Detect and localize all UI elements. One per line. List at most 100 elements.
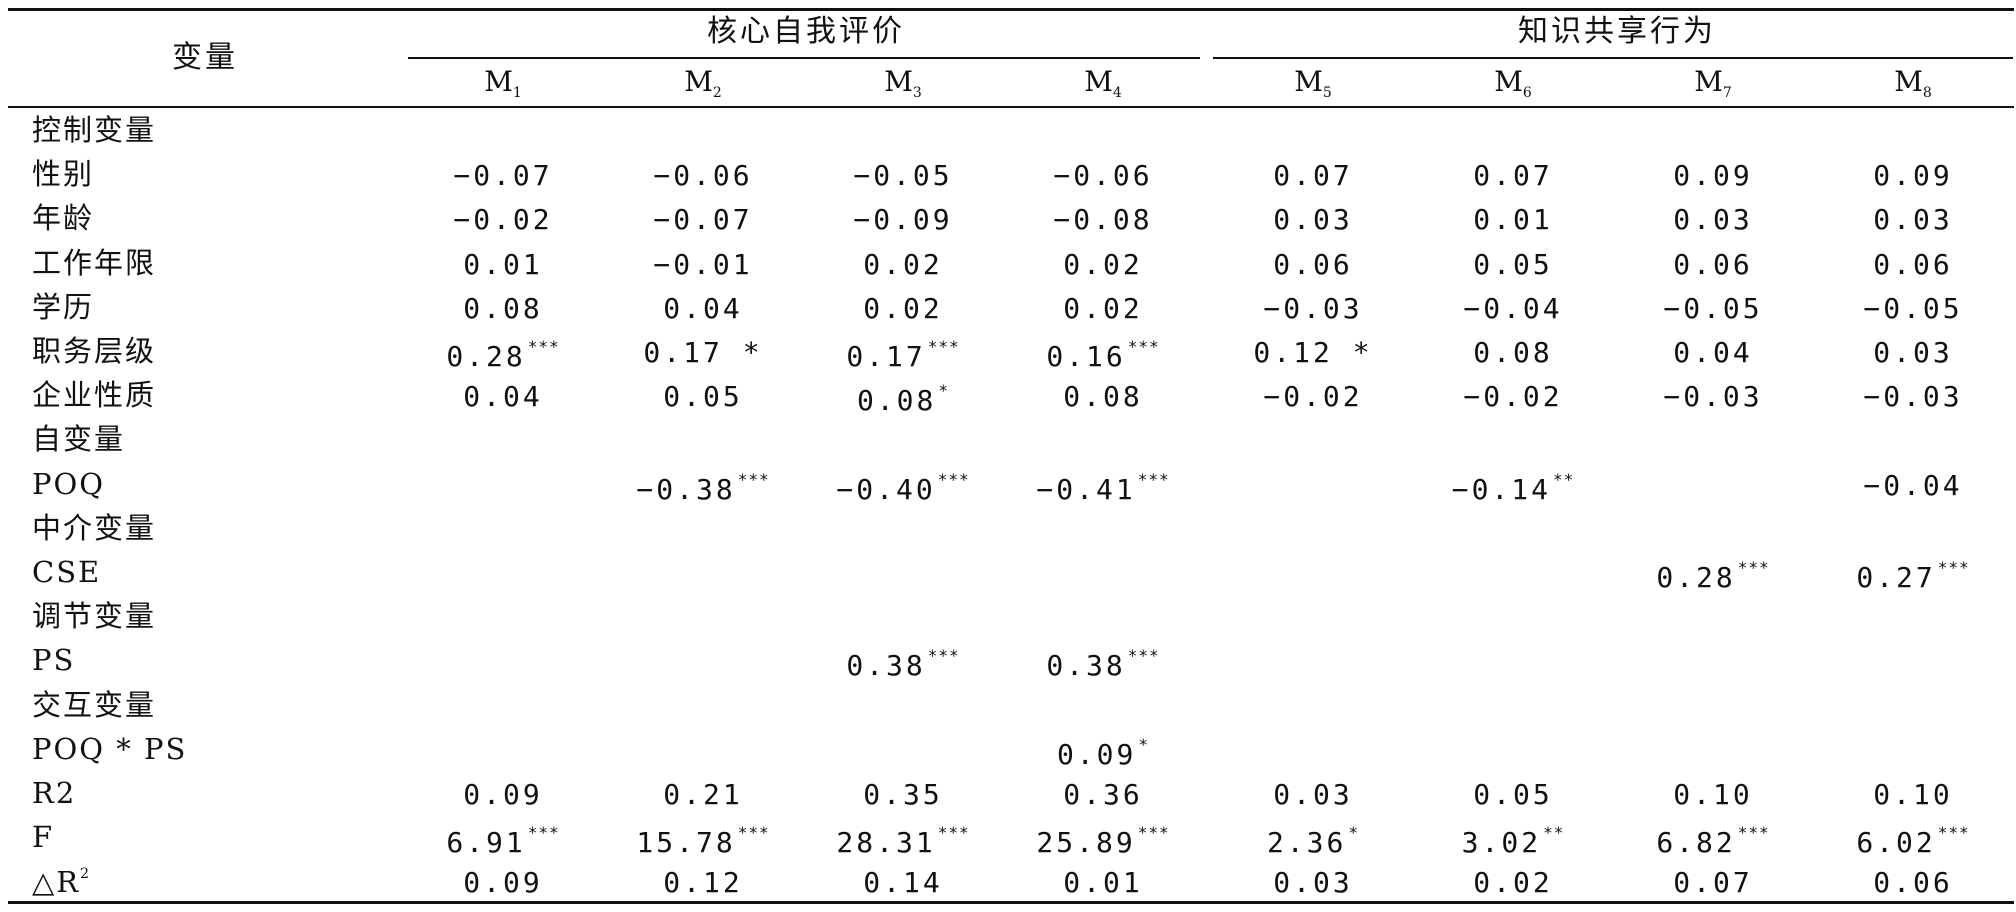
cell-value: 0.27: [1856, 561, 1936, 594]
table-cell: 6.91 ***: [403, 825, 603, 857]
row-label-text: 调节变量: [32, 599, 157, 634]
cell-value: 0.10: [1673, 778, 1753, 811]
cell-value: 0.09: [1056, 737, 1137, 771]
model-label: M: [1084, 65, 1113, 98]
cell-value: 0.02: [1473, 866, 1553, 900]
cell-value: 0.03: [1673, 203, 1753, 237]
significance-marker: ***: [527, 823, 560, 843]
table-cell: 0.17 ***: [803, 339, 1003, 371]
cell-value: 0.02: [1063, 247, 1143, 281]
table-cell: 0.38 ***: [1003, 648, 1203, 680]
significance-marker: ***: [927, 337, 960, 356]
model-header-6: M6: [1413, 68, 1613, 101]
table-cell: −0.02: [403, 206, 603, 234]
cell-value: 0.01: [1473, 203, 1553, 237]
table-cell: −0.02: [1413, 383, 1613, 411]
bottom-rule: [8, 901, 2014, 904]
cell-value: 0.03: [1273, 203, 1353, 237]
significance-marker: *: [1348, 823, 1360, 843]
model-label: M: [1294, 65, 1323, 98]
cell-value: 0.06: [1873, 247, 1953, 281]
cell-value: 6.02: [1856, 826, 1936, 860]
table-cell: −0.07: [603, 206, 803, 234]
table-cell: 0.02: [1003, 247, 1203, 281]
row-label: △R2: [32, 867, 91, 897]
row-label-text: 自变量: [32, 422, 126, 457]
significance-marker: ***: [1137, 823, 1170, 843]
significance-marker: ***: [1937, 558, 1970, 577]
cell-value: 0.35: [863, 778, 943, 811]
row-label-text: POQ * PS: [32, 731, 188, 766]
cell-value: 0.05: [663, 380, 743, 414]
cell-value: −0.40: [836, 472, 936, 506]
table-cell: 0.03: [1813, 339, 2013, 367]
cell-value: 0.01: [463, 247, 543, 281]
group-rule-right: [1213, 57, 2013, 59]
table-cell: 0.03: [1613, 206, 1813, 234]
table-cell: −0.08: [1003, 206, 1203, 234]
model-header-7: M7: [1613, 65, 1813, 101]
cell-value: −0.08: [1053, 203, 1153, 237]
cell-value: 0.21: [663, 778, 743, 811]
table-cell: 0.07: [1613, 869, 1813, 897]
row-label: 中介变量: [32, 513, 156, 543]
cell-value: −0.14: [1451, 472, 1552, 506]
model-label: M: [1694, 65, 1723, 98]
cell-value: 3.02: [1461, 826, 1542, 860]
cell-value: 0.04: [1673, 336, 1753, 369]
row-label: 自变量: [32, 425, 125, 454]
table-cell: 0.06: [1813, 247, 2013, 281]
row-label: 调节变量: [32, 602, 156, 631]
cell-value: 0.28: [1656, 561, 1736, 594]
row-label-text: F: [32, 820, 55, 855]
cell-value: 0.12 *: [1253, 336, 1373, 369]
table-cell: 6.02 ***: [1813, 825, 2013, 857]
cell-value: −0.05: [853, 159, 953, 193]
table-cell: 0.08 *: [803, 383, 1003, 415]
table-cell: 0.06: [1613, 250, 1813, 279]
row-label-text: 年龄: [32, 201, 95, 236]
table-cell: 0.07: [1413, 162, 1613, 190]
significance-marker: **: [1553, 469, 1575, 489]
group-rule-left: [408, 57, 1200, 59]
cell-value: 0.17: [846, 340, 926, 373]
table-cell: 25.89 ***: [1003, 825, 1203, 857]
table-cell: 0.09 *: [1003, 734, 1203, 771]
cell-value: −0.02: [453, 203, 553, 237]
table-cell: −0.04: [1413, 294, 1613, 323]
cell-value: 0.17 *: [643, 336, 763, 369]
table-cell: −0.02: [1213, 383, 1413, 411]
cell-value: −0.02: [1463, 380, 1563, 414]
model-subscript: 2: [712, 85, 722, 101]
table-cell: 0.09: [403, 869, 603, 897]
table-cell: −0.06: [603, 162, 803, 190]
significance-marker: ***: [1127, 337, 1160, 356]
cell-value: 0.08: [1063, 380, 1143, 414]
cell-value: 0.04: [463, 380, 543, 414]
table-cell: 0.02: [803, 247, 1003, 281]
table-cell: 0.02: [1413, 869, 1613, 897]
table-cell: 0.05: [1413, 781, 1613, 809]
significance-marker: ***: [937, 469, 970, 489]
table-cell: 0.07: [1213, 162, 1413, 190]
row-label-text: CSE: [32, 555, 102, 589]
table-cell: 0.28 ***: [1613, 560, 1813, 592]
significance-marker: *: [1138, 734, 1150, 754]
cell-value: −0.03: [1263, 291, 1363, 325]
model-subscript: 4: [1112, 85, 1122, 101]
model-label: M: [1894, 65, 1923, 98]
table-cell: 6.82 ***: [1613, 825, 1813, 857]
table-cell: 0.04: [403, 383, 603, 411]
table-cell: −0.01: [603, 250, 803, 279]
table-cell: 0.05: [1413, 250, 1613, 279]
cell-value: 0.05: [1473, 778, 1553, 811]
row-label-superscript: 2: [80, 866, 92, 883]
row-label-text: 性别: [32, 157, 95, 192]
table-cell: 0.03: [1213, 869, 1413, 897]
table-cell: 15.78 ***: [603, 825, 803, 857]
cell-value: 0.02: [863, 247, 943, 281]
table-cell: 0.06: [1813, 869, 2013, 897]
table-cell: 0.38 ***: [803, 648, 1003, 680]
table-cell: 0.03: [1213, 206, 1413, 234]
table-cell: 0.01: [403, 247, 603, 281]
